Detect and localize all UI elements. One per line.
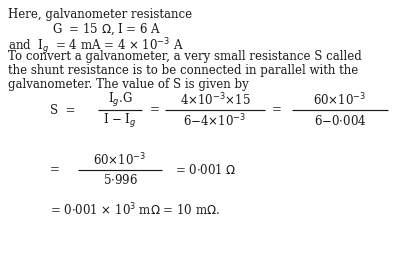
Text: 6$-$4$\times$10$^{-3}$: 6$-$4$\times$10$^{-3}$ bbox=[183, 113, 247, 129]
Text: To convert a galvanometer, a very small resistance S called: To convert a galvanometer, a very small … bbox=[8, 50, 362, 63]
Text: the shunt resistance is to be connected in parallel with the: the shunt resistance is to be connected … bbox=[8, 64, 358, 77]
Text: G  = 15 $\Omega$, I = 6 A: G = 15 $\Omega$, I = 6 A bbox=[52, 22, 161, 37]
Text: galvanometer. The value of S is given by: galvanometer. The value of S is given by bbox=[8, 78, 249, 91]
Text: =: = bbox=[272, 104, 282, 117]
Text: 60$\times$10$^{-3}$: 60$\times$10$^{-3}$ bbox=[94, 152, 146, 168]
Text: and  I$_g$  = 4 mA = 4 $\times$ 10$^{-3}$ A: and I$_g$ = 4 mA = 4 $\times$ 10$^{-3}$ … bbox=[8, 36, 184, 57]
Text: = 0$\cdot$001 $\times$ 10$^{3}$ m$\Omega$ = 10 m$\Omega$.: = 0$\cdot$001 $\times$ 10$^{3}$ m$\Omega… bbox=[50, 202, 220, 218]
Text: 6$-$0$\cdot$004: 6$-$0$\cdot$004 bbox=[314, 114, 366, 128]
Text: =: = bbox=[150, 104, 160, 117]
Text: = 0$\cdot$001 $\Omega$: = 0$\cdot$001 $\Omega$ bbox=[175, 163, 236, 177]
Text: I$_g$.G: I$_g$.G bbox=[108, 91, 132, 109]
Text: =: = bbox=[50, 163, 60, 177]
Text: 60$\times$10$^{-3}$: 60$\times$10$^{-3}$ bbox=[313, 92, 367, 108]
Text: Here, galvanometer resistance: Here, galvanometer resistance bbox=[8, 8, 192, 21]
Text: 5$\cdot$996: 5$\cdot$996 bbox=[103, 173, 137, 187]
Text: S  =: S = bbox=[50, 104, 76, 117]
Text: 4$\times$10$^{-3}$$\times$15: 4$\times$10$^{-3}$$\times$15 bbox=[179, 92, 250, 108]
Text: I $-$ I$_g$: I $-$ I$_g$ bbox=[103, 112, 137, 130]
